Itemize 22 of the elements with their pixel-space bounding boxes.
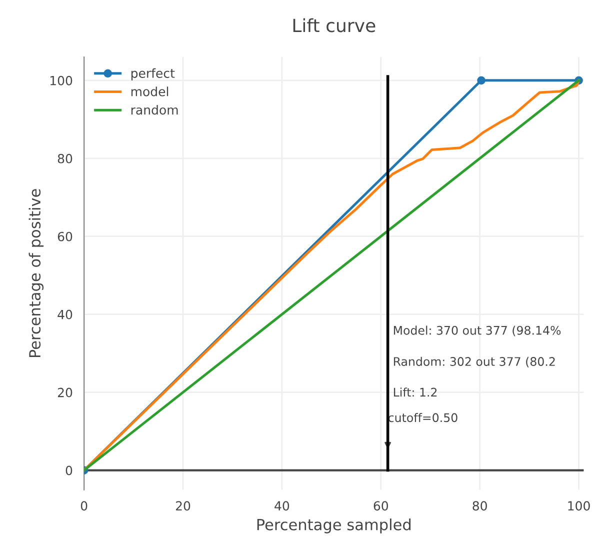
y-tick-label: 0 bbox=[66, 466, 72, 476]
annotation: Random: 302 out 377 (80.2 bbox=[394, 356, 555, 368]
x-tick-label: 100 bbox=[568, 501, 590, 511]
chart-title: Lift curve bbox=[293, 18, 376, 32]
y-tick-label: 40 bbox=[58, 310, 72, 320]
x-tick-label: 20 bbox=[176, 501, 190, 511]
y-tick-label: 20 bbox=[58, 388, 72, 398]
x-tick-label: 80 bbox=[472, 501, 487, 511]
x-tick-label: 40 bbox=[274, 501, 290, 511]
annotation: Lift: 1.2 bbox=[394, 388, 437, 397]
y-tick-label: 60 bbox=[58, 232, 72, 242]
x-tick-label: 0 bbox=[80, 501, 88, 511]
legend-label: model bbox=[131, 86, 168, 96]
y-tick-label: 80 bbox=[58, 154, 72, 164]
x-axis-title: Percentage sampled bbox=[257, 518, 411, 534]
y-tick-label: 100 bbox=[50, 76, 72, 86]
annotation: cutoff=0.50 bbox=[388, 412, 458, 422]
annotation: Model: 370 out 377 (98.14% bbox=[394, 326, 561, 336]
y-axis-title: Percentage of positive bbox=[28, 189, 44, 358]
legend-label: random bbox=[131, 104, 178, 115]
x-tick-label: 60 bbox=[374, 501, 388, 511]
legend-label: perfect bbox=[131, 68, 175, 80]
